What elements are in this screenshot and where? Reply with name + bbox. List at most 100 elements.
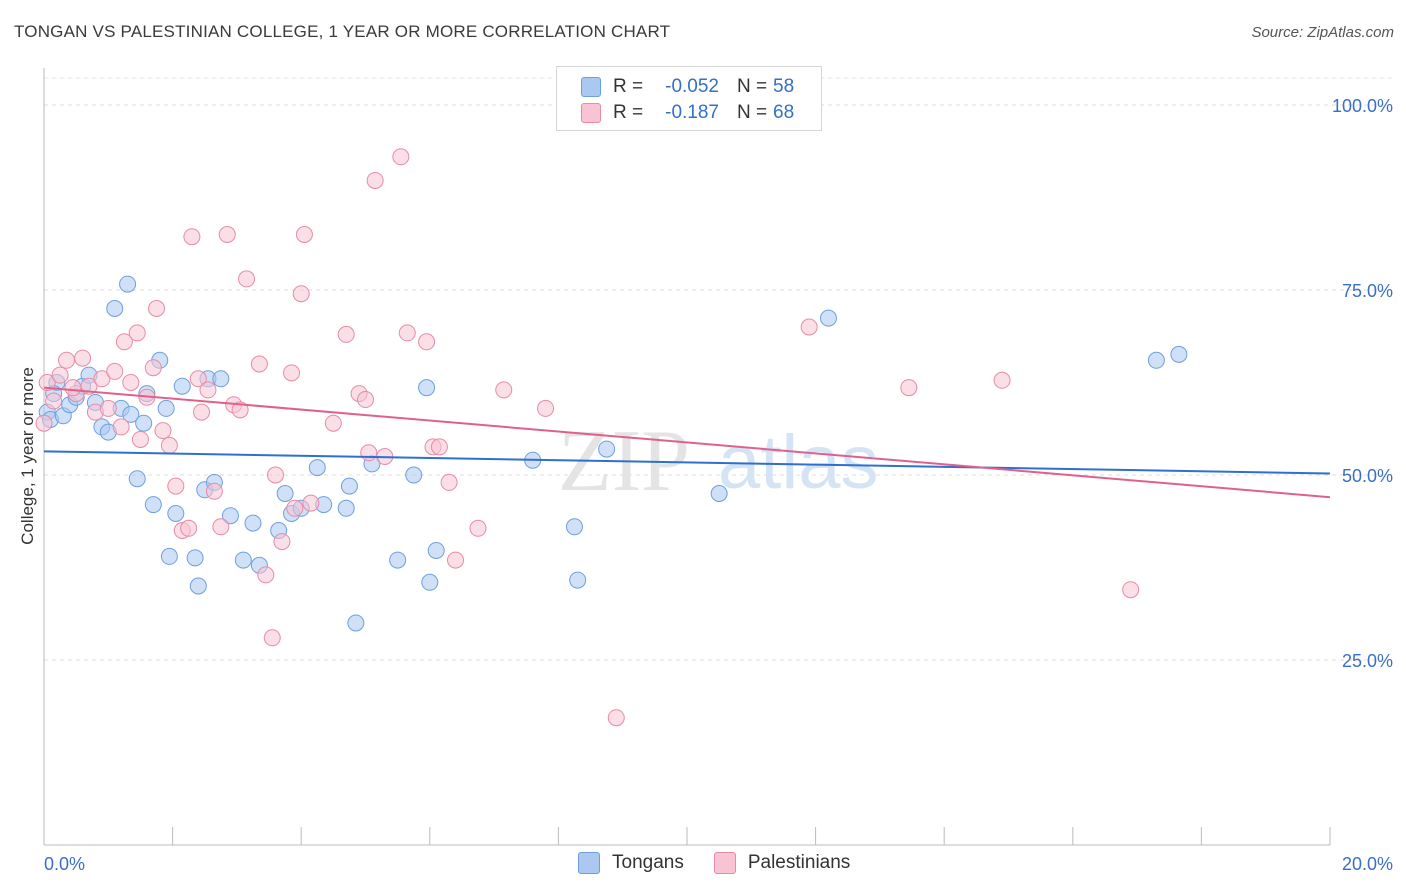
y-tick-label: 25.0%	[1342, 651, 1393, 671]
tongans-point	[347, 614, 365, 632]
tongans-point	[173, 377, 191, 395]
palestinians-point	[144, 359, 162, 377]
palestinians-point	[64, 379, 82, 397]
palestinians-point	[122, 374, 140, 391]
tongans-point	[160, 547, 178, 565]
palestinians-point	[93, 370, 111, 388]
palestinians-point	[283, 364, 301, 382]
legend-swatch-tongans	[578, 852, 600, 874]
palestinians-point	[51, 366, 69, 384]
palestinians-point	[115, 333, 133, 351]
palestinians-point	[440, 473, 458, 491]
palestinians-point	[1122, 581, 1140, 599]
tongans-point	[418, 379, 436, 397]
palestinians-point	[292, 285, 310, 303]
legend-item-palestinians[interactable]: Palestinians	[713, 852, 850, 874]
palestinians-point	[398, 324, 416, 342]
palestinians-point	[35, 414, 53, 432]
palestinians-point	[800, 318, 818, 336]
palestinians-point	[250, 355, 268, 373]
legend-label-tongans: Tongans	[612, 852, 684, 873]
tongans-point	[421, 573, 439, 591]
y-tick-label: 75.0%	[1342, 281, 1393, 301]
palestinians-point	[418, 333, 436, 351]
r-value: -0.052	[665, 76, 719, 97]
palestinians-point	[430, 438, 448, 456]
tongans-point	[122, 405, 140, 423]
palestinians-point	[357, 391, 374, 409]
stats-legend: R = -0.052 N = 58 R = -0.187 N = 68	[556, 66, 822, 131]
tongans-point	[569, 571, 587, 589]
palestinians-point	[167, 477, 185, 495]
palestinians-point	[99, 399, 117, 417]
tongans-point	[106, 300, 124, 317]
palestinians-point	[160, 436, 178, 454]
palestinians-point	[257, 566, 275, 584]
palestinians-point	[392, 148, 410, 166]
palestinians-point	[302, 494, 320, 512]
trend-lines	[43, 386, 1331, 499]
y-tick-label: 50.0%	[1342, 466, 1393, 486]
tongans-point	[819, 309, 837, 327]
palestinians-point	[131, 430, 149, 448]
tongans-point	[212, 370, 230, 388]
palestinians-point	[218, 226, 236, 243]
palestinians-point	[205, 482, 223, 500]
r-label: R =	[613, 102, 644, 123]
tongans-point	[427, 541, 445, 559]
x-tick-label: 0.0%	[44, 854, 85, 874]
tongans-point	[244, 514, 262, 532]
palestinians-point	[366, 171, 384, 189]
axes	[43, 68, 1331, 846]
palestinians-point	[148, 300, 166, 317]
palestinians-point	[900, 379, 918, 397]
palestinians-trend-line	[43, 386, 1331, 499]
palestinians-point	[212, 518, 230, 536]
legend-item-tongans[interactable]: Tongans	[578, 852, 684, 874]
palestinians-point	[180, 519, 198, 537]
tongans-point	[340, 477, 358, 495]
palestinians-point	[337, 325, 355, 343]
tongans-point	[405, 466, 423, 484]
palestinians-point	[128, 324, 146, 342]
legend-row-palestinians: R = -0.187 N = 68	[581, 101, 794, 125]
r-label: R =	[613, 76, 644, 97]
tick-labels: 25.0% 50.0% 75.0% 100.0% 0.0% 20.0%	[44, 96, 1393, 874]
tongans-point	[167, 504, 185, 522]
tongans-point	[337, 499, 355, 517]
palestinians-point	[183, 228, 201, 246]
tongans-point	[186, 549, 204, 567]
palestinians-point	[38, 374, 56, 391]
tongans-point	[389, 551, 407, 569]
palestinians-point	[58, 351, 76, 369]
palestinians-point	[199, 381, 217, 399]
palestinians-point	[447, 551, 465, 569]
tongans-point	[308, 459, 326, 477]
tongans-trend-line	[43, 450, 1331, 475]
tongans-point	[1147, 351, 1165, 369]
palestinians-point	[295, 226, 313, 243]
legend-swatch-palestinians	[581, 103, 601, 123]
tongans-point	[1170, 345, 1188, 363]
tongans-point	[221, 507, 239, 525]
source-label: Source: ZipAtlas.com	[1251, 24, 1394, 41]
palestinians-point	[112, 418, 130, 436]
tongans-point	[276, 485, 294, 502]
tongans-point	[598, 440, 616, 458]
n-value: 58	[773, 76, 795, 97]
tongans-point	[189, 577, 207, 595]
palestinians-point	[495, 381, 513, 399]
palestinians-point	[231, 401, 249, 419]
legend-swatch-tongans	[581, 77, 601, 97]
n-value: 68	[773, 102, 795, 123]
tongans-point	[565, 518, 583, 536]
palestinians-point	[263, 629, 281, 647]
palestinians-point	[286, 499, 304, 517]
tongans-point	[119, 275, 137, 293]
palestinians-point	[273, 533, 291, 551]
tongans-point	[144, 496, 162, 514]
tongans-point	[128, 470, 146, 488]
palestinians-point	[993, 371, 1011, 389]
tongans-point	[710, 485, 728, 502]
palestinians-point	[45, 392, 63, 410]
